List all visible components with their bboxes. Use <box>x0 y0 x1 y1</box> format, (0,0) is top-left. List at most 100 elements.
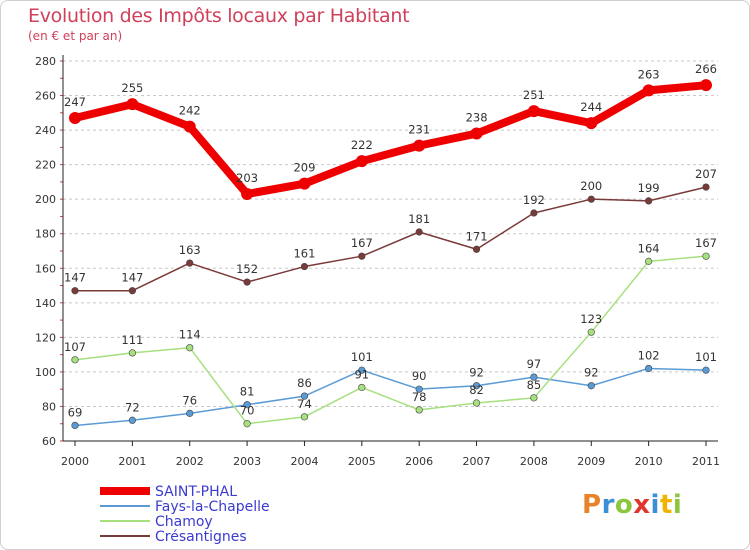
data-label: 255 <box>121 81 143 95</box>
data-label: 91 <box>354 367 369 381</box>
x-tick-label: 2003 <box>233 455 261 468</box>
data-label: 85 <box>527 378 542 392</box>
data-point <box>128 416 136 424</box>
data-label: 147 <box>121 271 143 285</box>
data-label: 222 <box>351 138 373 152</box>
data-point <box>300 262 309 271</box>
chart-title: Evolution des Impôts locaux par Habitant <box>28 5 410 27</box>
data-label: 74 <box>297 397 312 411</box>
data-point <box>243 401 251 409</box>
data-label: 171 <box>466 229 488 243</box>
series-line <box>74 367 707 427</box>
data-point <box>472 245 481 253</box>
data-label: 167 <box>351 236 373 250</box>
data-label: 161 <box>293 247 315 261</box>
y-tick-label: 120 <box>35 331 56 344</box>
x-tick-label: 2008 <box>520 455 548 468</box>
data-point <box>585 117 598 130</box>
data-label: 192 <box>523 193 545 207</box>
data-point <box>243 278 251 286</box>
data-label: 86 <box>297 376 312 390</box>
data-label: 238 <box>466 111 488 125</box>
data-label: 203 <box>236 171 258 185</box>
legend: SAINT-PHALFays-la-ChapelleChamoyCrésanti… <box>100 484 270 545</box>
data-label: 81 <box>240 385 255 399</box>
data-point <box>587 195 595 203</box>
x-tick-label: 2006 <box>405 455 433 468</box>
y-tick-label: 240 <box>35 124 56 137</box>
data-point <box>183 120 196 133</box>
data-label: 92 <box>584 366 599 380</box>
data-label: 69 <box>68 405 83 419</box>
data-point <box>128 349 136 357</box>
data-label: 200 <box>580 179 602 193</box>
data-point <box>298 177 311 190</box>
data-label: 207 <box>695 167 717 181</box>
y-tick-label: 60 <box>42 435 56 448</box>
data-point <box>527 105 540 118</box>
data-point <box>69 112 81 124</box>
proxiti-logo: Proxiti <box>582 490 683 520</box>
x-tick-label: 2005 <box>348 455 376 468</box>
y-tick-label: 160 <box>35 262 56 275</box>
data-point <box>126 98 139 111</box>
data-point <box>472 382 481 390</box>
data-point <box>186 344 194 352</box>
data-point <box>530 394 538 402</box>
data-label: 209 <box>293 161 315 175</box>
data-label: 70 <box>240 404 255 418</box>
data-point <box>702 252 710 260</box>
data-label: 78 <box>412 390 427 404</box>
series-line <box>74 255 707 425</box>
x-tick-label: 2009 <box>577 455 605 468</box>
data-label: 247 <box>64 95 86 109</box>
data-label: 152 <box>236 262 258 276</box>
x-tick-label: 2001 <box>118 455 146 468</box>
data-label: 90 <box>412 369 427 383</box>
y-tick-label: 220 <box>35 159 56 172</box>
data-label: 167 <box>695 236 717 250</box>
data-point <box>530 373 538 381</box>
data-point <box>645 197 653 205</box>
data-point <box>642 84 655 97</box>
data-label: 251 <box>523 88 545 102</box>
series-lines <box>69 79 712 430</box>
data-label: 101 <box>351 350 373 364</box>
data-label: 72 <box>125 400 140 414</box>
data-label: 163 <box>179 243 201 257</box>
data-label: 101 <box>695 350 717 364</box>
x-tick-label: 2011 <box>692 455 720 468</box>
chart-subtitle: (en € et par an) <box>28 29 123 43</box>
data-label: 244 <box>580 100 602 114</box>
data-point <box>645 364 653 373</box>
y-tick-label: 140 <box>35 297 56 310</box>
series-line <box>74 186 707 292</box>
data-point <box>645 257 653 265</box>
data-point <box>71 356 79 364</box>
data-point <box>472 399 481 407</box>
y-tick-label: 100 <box>35 366 56 379</box>
x-tick-label: 2000 <box>61 455 89 468</box>
axes: 60 80 100 120 140 160 180 200 220 240 260 280 2000 20… <box>35 55 720 468</box>
data-label: 107 <box>64 340 86 354</box>
legend-label: Chamoy <box>155 514 213 530</box>
data-point <box>300 392 309 400</box>
data-point <box>415 228 423 236</box>
y-tick-label: 260 <box>35 90 56 103</box>
data-point <box>300 413 309 421</box>
data-label: 92 <box>469 366 484 380</box>
data-point <box>358 366 366 374</box>
data-point <box>186 259 194 267</box>
data-labels: 247 255 242 203 209 222 231 238 251 244 263 266 69 72… <box>64 62 717 419</box>
y-tick-label: 280 <box>35 55 56 68</box>
data-label: 164 <box>638 241 660 255</box>
data-point <box>587 328 595 336</box>
data-point <box>355 155 368 168</box>
data-label: 123 <box>580 312 602 326</box>
data-label: 147 <box>64 271 86 285</box>
y-tick-label: 180 <box>35 228 56 241</box>
data-label: 97 <box>527 357 542 371</box>
data-label: 263 <box>638 67 660 81</box>
